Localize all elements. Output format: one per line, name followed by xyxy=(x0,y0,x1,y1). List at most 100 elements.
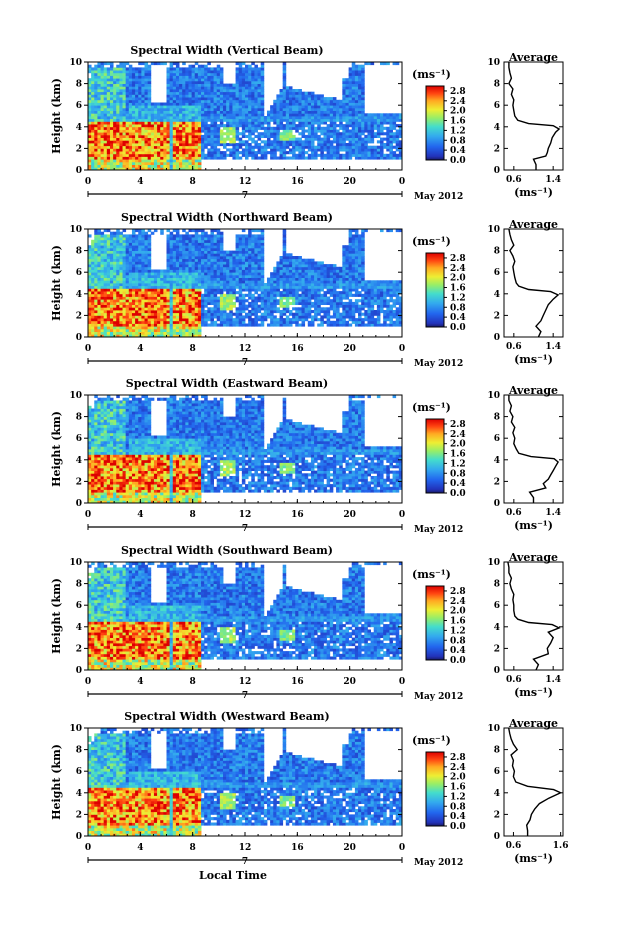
panel-1: Spectral Width (Vertical Beam) 0 2 4 6 8 10 Hei… xyxy=(50,44,564,202)
colorbar-tick-label: 2.4 xyxy=(450,264,466,274)
average-frame xyxy=(503,228,564,338)
x-tick-label: 16 xyxy=(291,677,304,687)
average-y-tick-label: 4 xyxy=(494,623,500,633)
colorbar-tick-label: 2.0 xyxy=(450,274,466,284)
average-y-tick-label: 0 xyxy=(494,166,500,176)
colorbar-tick-label: 2.8 xyxy=(450,753,466,763)
average-y-tick-label: 0 xyxy=(494,832,500,842)
y-tick-label: 2 xyxy=(76,810,82,820)
panel-title: Spectral Width (Eastward Beam) xyxy=(126,377,328,390)
average-y-tick-label: 2 xyxy=(494,311,500,321)
average-y-tick-label: 4 xyxy=(494,123,500,133)
x-tick-label: 4 xyxy=(137,344,143,354)
panel-5: Spectral Width (Westward Beam) 0 2 4 6 8 10 Hei… xyxy=(50,710,568,868)
y-tick-label: 2 xyxy=(76,144,82,154)
average-x-tick-label: 0.6 xyxy=(506,841,522,851)
y-axis-label: Height (km) xyxy=(50,245,63,321)
colorbar-tick-label: 2.8 xyxy=(450,254,466,264)
average-x-tick-label: 1.4 xyxy=(545,175,561,185)
y-tick-label: 6 xyxy=(76,101,82,111)
average-y-tick-label: 8 xyxy=(494,247,500,257)
month-label: May 2012 xyxy=(414,359,463,369)
colorbar-tick-label: 0.4 xyxy=(450,146,466,156)
heatmap-field xyxy=(88,562,403,671)
average-x-label: (ms⁻¹) xyxy=(514,852,553,865)
average-y-tick-label: 4 xyxy=(494,456,500,466)
average-y-tick-label: 2 xyxy=(494,144,500,154)
average-y-tick-label: 6 xyxy=(494,101,500,111)
x-tick-label: 16 xyxy=(291,177,304,187)
x-tick-label: 16 xyxy=(291,344,304,354)
average-title: Average xyxy=(508,717,558,730)
y-tick-label: 10 xyxy=(69,225,82,235)
x-tick-label: 8 xyxy=(190,177,196,187)
colorbar xyxy=(425,418,445,494)
x-tick-label: 12 xyxy=(239,177,252,187)
colorbar-unit: (ms⁻¹) xyxy=(412,235,451,248)
y-tick-label: 6 xyxy=(76,434,82,444)
date-label: 7 xyxy=(242,524,248,534)
colorbar-tick-label: 2.4 xyxy=(450,597,466,607)
x-tick-label: 20 xyxy=(343,677,356,687)
colorbar-tick-label: 2.4 xyxy=(450,430,466,440)
colorbar-tick-label: 0.4 xyxy=(450,812,466,822)
y-tick-label: 8 xyxy=(76,247,82,257)
x-tick-label: 12 xyxy=(239,677,252,687)
x-tick-label: 0 xyxy=(85,843,91,853)
average-x-tick-label: 0.6 xyxy=(506,175,522,185)
colorbar-tick-label: 1.6 xyxy=(450,783,466,793)
colorbar xyxy=(425,751,445,827)
colorbar-tick-label: 0.0 xyxy=(450,323,466,333)
x-tick-label: 0 xyxy=(399,177,405,187)
average-y-tick-label: 4 xyxy=(494,789,500,799)
average-profile-line xyxy=(508,228,560,338)
panel-title: Spectral Width (Southward Beam) xyxy=(121,544,333,557)
colorbar-tick-label: 1.6 xyxy=(450,284,466,294)
panel-3: Spectral Width (Eastward Beam) 0 2 4 6 8 10 Hei… xyxy=(50,377,564,535)
y-tick-label: 8 xyxy=(76,80,82,90)
x-axis-label: Local Time xyxy=(199,869,267,882)
x-tick-label: 0 xyxy=(399,843,405,853)
y-axis-label: Height (km) xyxy=(50,411,63,487)
x-tick-label: 20 xyxy=(343,344,356,354)
average-x-label: (ms⁻¹) xyxy=(514,686,553,699)
colorbar-tick-label: 1.2 xyxy=(450,459,466,469)
average-y-tick-label: 10 xyxy=(487,58,500,68)
average-y-tick-label: 0 xyxy=(494,499,500,509)
colorbar-tick-label: 0.4 xyxy=(450,313,466,323)
colorbar-tick-label: 1.6 xyxy=(450,117,466,127)
y-tick-label: 4 xyxy=(76,623,82,633)
date-label: 7 xyxy=(242,857,248,867)
x-tick-label: 4 xyxy=(137,177,143,187)
panel-title: Spectral Width (Northward Beam) xyxy=(121,211,333,224)
average-y-tick-label: 0 xyxy=(494,666,500,676)
colorbar-tick-label: 0.0 xyxy=(450,156,466,166)
average-y-tick-label: 8 xyxy=(494,80,500,90)
panel-4: Spectral Width (Southward Beam) 0 2 4 6 8 10 He… xyxy=(50,544,564,702)
colorbar-unit: (ms⁻¹) xyxy=(412,401,451,414)
average-y-tick-label: 2 xyxy=(494,477,500,487)
average-frame xyxy=(503,561,564,671)
x-tick-label: 8 xyxy=(190,677,196,687)
y-tick-label: 8 xyxy=(76,413,82,423)
average-frame xyxy=(503,61,564,171)
average-y-tick-label: 10 xyxy=(487,391,500,401)
x-tick-label: 4 xyxy=(137,510,143,520)
x-tick-label: 16 xyxy=(291,843,304,853)
colorbar-tick-label: 0.8 xyxy=(450,469,466,479)
x-tick-label: 0 xyxy=(85,177,91,187)
date-label: 7 xyxy=(242,191,248,201)
colorbar-tick-label: 1.2 xyxy=(450,126,466,136)
y-tick-label: 0 xyxy=(76,666,82,676)
y-tick-label: 0 xyxy=(76,832,82,842)
y-axis-label: Height (km) xyxy=(50,744,63,820)
colorbar-tick-label: 0.8 xyxy=(450,636,466,646)
colorbar-tick-label: 1.6 xyxy=(450,450,466,460)
average-title: Average xyxy=(508,218,558,231)
average-x-tick-label: 1.6 xyxy=(553,841,569,851)
colorbar-tick-label: 0.0 xyxy=(450,822,466,832)
x-tick-label: 12 xyxy=(239,344,252,354)
average-y-tick-label: 0 xyxy=(494,333,500,343)
y-tick-label: 6 xyxy=(76,601,82,611)
